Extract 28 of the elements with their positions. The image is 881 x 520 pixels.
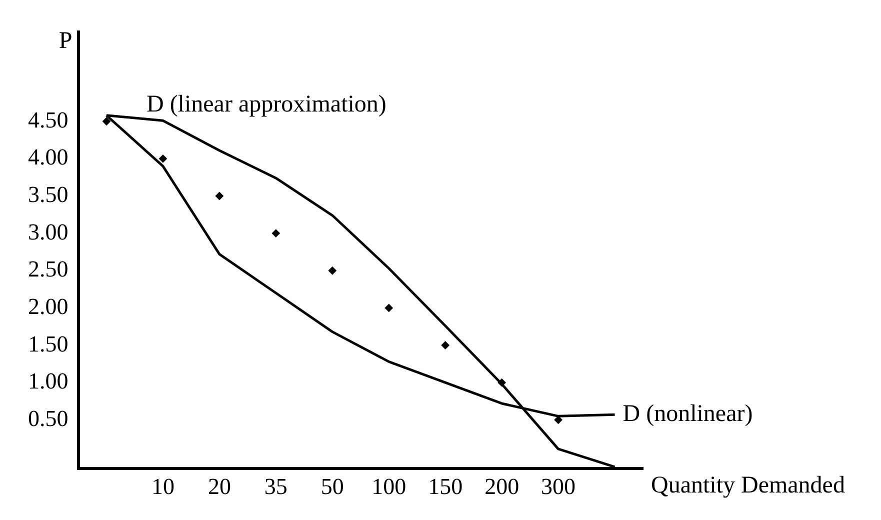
- x-tick-label: 35: [264, 474, 288, 500]
- point: [102, 117, 110, 126]
- point: [215, 192, 224, 200]
- point: [384, 304, 393, 312]
- y-tick-label: 1.00: [28, 368, 68, 394]
- x-tick-label: 10: [151, 474, 174, 500]
- y-tick-label: 3.50: [28, 182, 68, 208]
- x-tick-label: 20: [208, 474, 231, 500]
- x-tick-label: 100: [372, 474, 406, 500]
- series-label: D (nonlinear): [622, 400, 753, 427]
- point: [272, 229, 280, 238]
- y-tick-label: 0.50: [28, 406, 68, 431]
- y-tick-label: 2.50: [28, 256, 68, 282]
- x-tick-label: 300: [541, 474, 576, 500]
- point: [328, 266, 336, 275]
- y-axis-title: P: [58, 28, 72, 54]
- y-tick-label: 1.50: [28, 331, 68, 356]
- x-axis-title: Quantity Demanded: [651, 472, 845, 499]
- series-label: D (linear approximation): [146, 92, 386, 118]
- y-tick-label: 2.00: [28, 294, 68, 319]
- x-tick-label: 200: [484, 474, 520, 500]
- point: [441, 341, 450, 350]
- y-tick-label: 3.00: [28, 219, 68, 244]
- x-tick-label: 150: [428, 474, 463, 500]
- point: [158, 154, 167, 163]
- y-tick-label: 4.00: [28, 144, 68, 170]
- x-tick-label: 50: [320, 474, 344, 500]
- y-tick-label: 4.50: [28, 107, 68, 132]
